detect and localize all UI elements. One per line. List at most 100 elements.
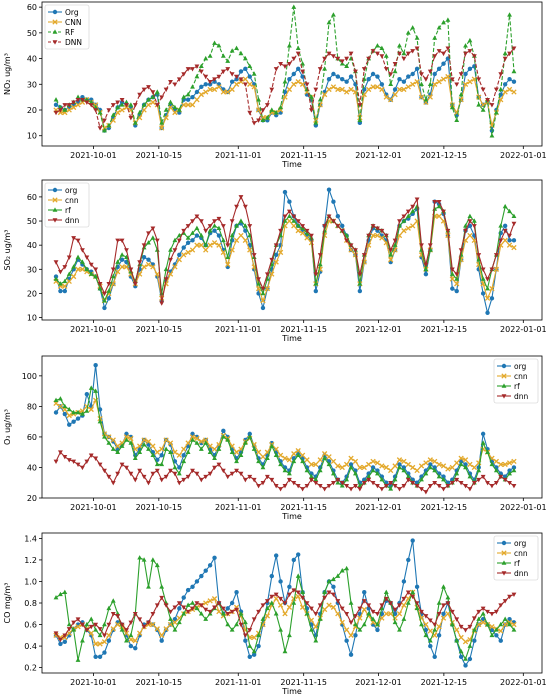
data-point bbox=[62, 107, 68, 112]
series-dnn bbox=[53, 46, 517, 131]
data-point bbox=[146, 97, 151, 102]
data-point bbox=[181, 611, 187, 616]
data-point bbox=[397, 219, 402, 224]
legend-box bbox=[44, 4, 90, 50]
data-point bbox=[463, 462, 468, 467]
data-point bbox=[498, 474, 504, 480]
data-point bbox=[467, 624, 473, 630]
data-point bbox=[348, 243, 354, 248]
data-point bbox=[234, 621, 239, 627]
data-point bbox=[299, 604, 306, 610]
data-point bbox=[62, 278, 68, 284]
data-point bbox=[410, 538, 415, 543]
legend-marker bbox=[52, 9, 58, 15]
data-point bbox=[449, 609, 455, 615]
data-point bbox=[247, 434, 253, 439]
data-point bbox=[225, 58, 231, 63]
data-point bbox=[181, 102, 187, 108]
data-point bbox=[370, 71, 376, 77]
data-point bbox=[414, 197, 420, 202]
y-tick-label: 1.4 bbox=[24, 534, 37, 543]
data-point bbox=[172, 82, 178, 87]
data-point bbox=[286, 61, 292, 67]
data-point bbox=[392, 61, 398, 67]
data-point bbox=[163, 115, 169, 121]
x-tick-label: 2021-11-01 bbox=[215, 151, 262, 160]
data-point bbox=[115, 269, 121, 275]
data-point bbox=[273, 259, 279, 265]
data-point bbox=[198, 242, 204, 248]
data-point bbox=[321, 451, 328, 457]
data-point bbox=[344, 232, 350, 238]
data-point bbox=[66, 103, 72, 108]
data-point bbox=[229, 609, 235, 615]
data-point bbox=[388, 97, 394, 103]
data-point bbox=[427, 243, 433, 248]
data-point bbox=[212, 555, 217, 560]
data-point bbox=[454, 82, 460, 87]
data-point bbox=[291, 214, 297, 219]
data-point bbox=[242, 82, 248, 87]
data-point bbox=[75, 617, 81, 622]
data-point bbox=[397, 464, 402, 470]
data-point bbox=[379, 605, 385, 611]
data-point bbox=[308, 473, 314, 479]
data-point bbox=[286, 477, 292, 483]
data-point bbox=[220, 611, 226, 616]
data-point bbox=[273, 553, 279, 558]
data-point bbox=[137, 468, 143, 474]
data-point bbox=[326, 76, 332, 82]
data-point bbox=[203, 55, 209, 61]
data-point bbox=[194, 435, 200, 442]
data-point bbox=[211, 446, 218, 452]
data-point bbox=[485, 449, 490, 454]
data-point bbox=[458, 72, 464, 77]
data-point bbox=[489, 128, 495, 133]
data-point bbox=[150, 471, 156, 477]
data-point bbox=[185, 474, 191, 480]
data-point bbox=[251, 253, 257, 258]
data-point bbox=[392, 238, 398, 243]
data-point bbox=[62, 633, 68, 638]
data-point bbox=[84, 408, 90, 413]
data-point bbox=[110, 437, 116, 443]
data-point bbox=[194, 440, 200, 445]
data-point bbox=[75, 624, 81, 630]
data-point bbox=[128, 471, 134, 477]
data-point bbox=[212, 223, 217, 228]
data-point bbox=[339, 480, 345, 486]
data-point bbox=[225, 474, 231, 480]
data-point bbox=[278, 104, 284, 110]
data-point bbox=[132, 446, 138, 452]
data-point bbox=[432, 458, 438, 465]
data-point bbox=[286, 632, 292, 638]
data-point bbox=[66, 621, 72, 627]
data-point bbox=[75, 94, 81, 99]
series-cnn bbox=[53, 397, 517, 474]
data-point bbox=[106, 108, 112, 113]
data-point bbox=[119, 264, 125, 270]
data-point bbox=[163, 626, 169, 632]
data-point bbox=[185, 240, 191, 245]
data-point bbox=[454, 281, 460, 287]
data-point bbox=[198, 91, 204, 98]
data-point bbox=[128, 435, 134, 442]
data-point bbox=[229, 627, 235, 632]
legend-marker bbox=[501, 394, 507, 399]
data-point bbox=[432, 622, 438, 628]
data-point bbox=[357, 272, 363, 277]
data-point bbox=[269, 573, 274, 579]
data-point bbox=[507, 233, 512, 239]
data-point bbox=[141, 87, 147, 93]
data-point bbox=[159, 461, 165, 467]
data-point bbox=[410, 71, 415, 77]
data-point bbox=[476, 77, 482, 82]
data-point bbox=[278, 61, 284, 67]
data-point bbox=[331, 12, 336, 17]
data-point bbox=[331, 592, 336, 598]
data-point bbox=[199, 573, 204, 579]
legend-marker bbox=[501, 383, 507, 388]
data-point bbox=[233, 449, 240, 455]
data-point bbox=[110, 267, 116, 272]
data-point bbox=[216, 608, 222, 615]
